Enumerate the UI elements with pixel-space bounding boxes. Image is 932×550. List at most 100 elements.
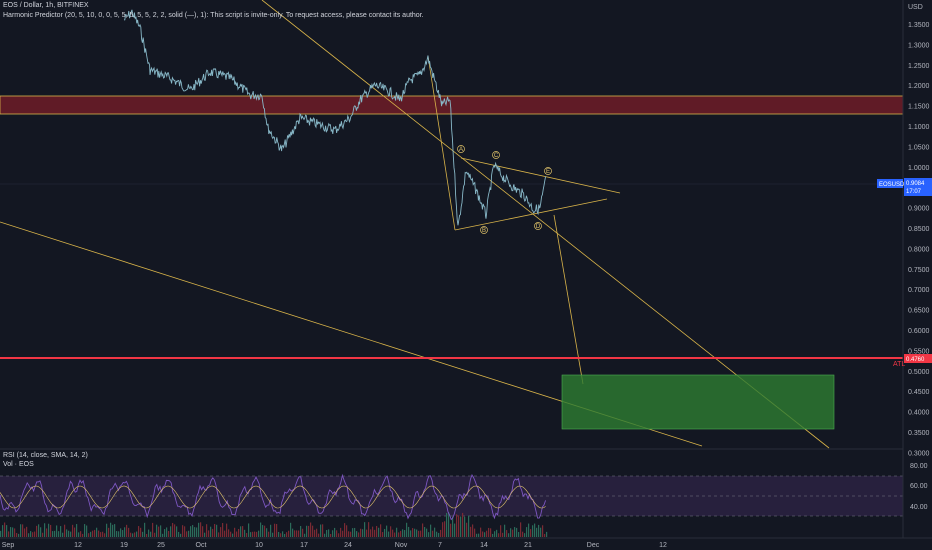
volume-bar xyxy=(396,527,398,537)
volume-bar xyxy=(66,529,68,537)
volume-bar xyxy=(120,528,122,537)
time-tick: Dec xyxy=(587,542,600,549)
volume-bar xyxy=(464,516,466,537)
volume-bar xyxy=(366,529,368,537)
target-zone[interactable] xyxy=(561,374,835,430)
rsi-legend[interactable]: RSI (14, close, SMA, 14, 2) xyxy=(3,452,88,459)
volume-bar xyxy=(216,524,218,537)
volume-bar xyxy=(116,531,118,537)
volume-bar xyxy=(328,529,330,537)
volume-bar xyxy=(460,516,462,537)
volume-bar xyxy=(248,523,250,537)
indicator-legend[interactable]: Harmonic Predictor (20, 5, 10, 0, 0, 5, … xyxy=(3,12,424,19)
price-tick: 1.1000 xyxy=(908,124,930,131)
volume-bar xyxy=(72,524,74,537)
pattern-markers: A B C D E xyxy=(457,145,552,234)
time-axis[interactable]: Sep 12 19 25 Oct 10 17 24 Nov 7 14 21 Dec 12 xyxy=(2,542,667,549)
volume-bar xyxy=(274,523,276,537)
symbol-legend[interactable]: EOS / Dollar, 1h, BITFINEX xyxy=(3,2,89,9)
volume-bar xyxy=(64,524,66,537)
volume-bar xyxy=(488,527,490,537)
volume-bar xyxy=(542,525,544,537)
volume-bar xyxy=(342,530,344,537)
volume-bar xyxy=(408,526,410,537)
volume-bar xyxy=(310,522,312,537)
atl-value-tag xyxy=(904,354,932,363)
current-symbol-label: EOSUSD xyxy=(879,182,905,188)
volume-bar xyxy=(472,524,474,537)
time-tick: 21 xyxy=(524,542,532,549)
price-tick: 0.8500 xyxy=(908,226,930,233)
volume-bar xyxy=(370,529,372,537)
volume-bar xyxy=(100,532,102,537)
volume-bar xyxy=(122,530,124,537)
volume-bar xyxy=(218,532,220,537)
volume-bar xyxy=(364,522,366,537)
volume-bar xyxy=(190,526,192,537)
volume-bar xyxy=(368,522,370,537)
volume-bar xyxy=(56,525,58,537)
volume-bar xyxy=(110,522,112,537)
volume-bar xyxy=(334,527,336,537)
volume-bars xyxy=(0,512,548,537)
volume-bar xyxy=(314,529,316,537)
volume-bar xyxy=(176,526,178,537)
volume-bar xyxy=(174,524,176,537)
volume-bar xyxy=(452,516,454,537)
volume-bar xyxy=(240,526,242,537)
volume-bar xyxy=(300,525,302,537)
volume-bar xyxy=(74,527,76,537)
volume-bar xyxy=(360,528,362,537)
price-axis-ticks[interactable]: 1.3500 1.3000 1.2500 1.2000 1.1500 1.1000 1.05… xyxy=(908,22,930,457)
volume-bar xyxy=(102,531,104,537)
volume-bar xyxy=(168,531,170,537)
volume-bar xyxy=(94,529,96,537)
volume-bar xyxy=(20,524,22,537)
volume-bar xyxy=(36,525,38,537)
volume-legend[interactable]: Vol · EOS xyxy=(3,461,34,468)
price-tick: 0.5500 xyxy=(908,348,930,355)
volume-bar xyxy=(160,525,162,537)
volume-bar xyxy=(440,529,442,537)
price-tick: 1.1500 xyxy=(908,104,930,111)
volume-bar xyxy=(162,533,164,537)
volume-bar xyxy=(268,531,270,537)
resistance-zone[interactable] xyxy=(0,95,904,115)
atl-label: ATL xyxy=(893,361,905,368)
volume-bar xyxy=(184,526,186,537)
volume-bar xyxy=(262,525,264,537)
volume-bar xyxy=(270,524,272,537)
volume-bar xyxy=(96,527,98,537)
volume-bar xyxy=(222,523,224,537)
volume-bar xyxy=(470,526,472,537)
volume-bar xyxy=(208,530,210,537)
price-tick: 1.3500 xyxy=(908,22,930,29)
volume-bar xyxy=(478,533,480,537)
volume-bar xyxy=(522,531,524,537)
volume-bar xyxy=(52,531,54,537)
volume-bar xyxy=(430,524,432,537)
price-tick: 0.3000 xyxy=(908,450,930,457)
volume-bar xyxy=(514,527,516,537)
volume-bar xyxy=(482,531,484,537)
volume-bar xyxy=(32,532,34,537)
current-price-tag xyxy=(904,178,932,196)
volume-bar xyxy=(26,526,28,537)
volume-bar xyxy=(138,526,140,537)
volume-bar xyxy=(40,527,42,537)
price-tick: 0.7500 xyxy=(908,267,930,274)
volume-bar xyxy=(390,526,392,537)
volume-bar xyxy=(468,515,470,537)
volume-bar xyxy=(194,527,196,537)
volume-bar xyxy=(276,523,278,537)
volume-bar xyxy=(336,530,338,537)
volume-bar xyxy=(236,531,238,537)
volume-bar xyxy=(356,531,358,537)
volume-bar xyxy=(50,524,52,537)
volume-bar xyxy=(394,532,396,537)
time-tick: 12 xyxy=(74,542,82,549)
volume-bar xyxy=(158,526,160,537)
volume-bar xyxy=(196,527,198,537)
time-tick: Sep xyxy=(2,542,15,549)
